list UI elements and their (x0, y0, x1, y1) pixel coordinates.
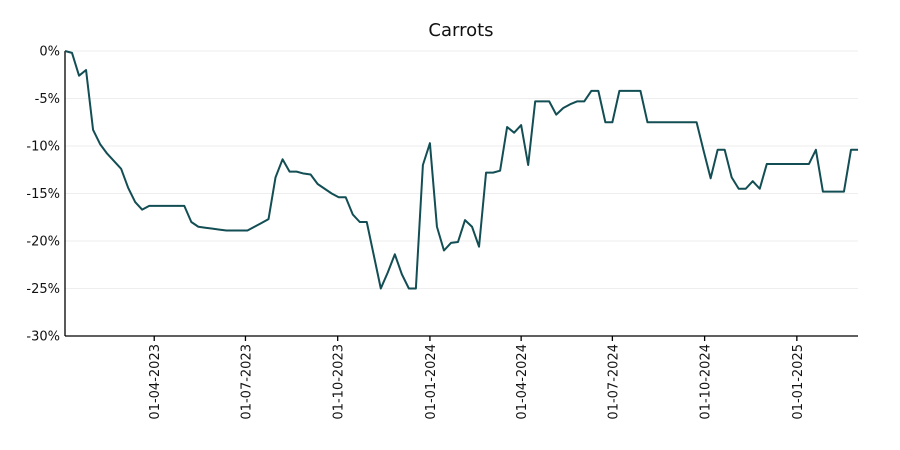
chart-title: Carrots (428, 20, 493, 41)
y-tick-label: -15% (26, 187, 60, 202)
gridlines (65, 50, 858, 289)
x-tick-label: 01-04-2023 (148, 344, 163, 420)
x-tick-label: 01-10-2023 (332, 344, 347, 420)
y-tick-label: -30% (26, 330, 60, 345)
y-tick-label: -5% (35, 92, 60, 107)
y-tick-label: 0% (39, 45, 60, 60)
x-tick-label: 01-10-2024 (699, 344, 714, 420)
x-axis: 01-04-2023 01-07-2023 01-10-2023 01-01-2024… (65, 335, 858, 420)
y-axis: 0% -5% -10% -15% -20% -25% -30% (26, 45, 66, 345)
x-tick-label: 01-07-2023 (239, 344, 254, 420)
series-group (64, 50, 858, 290)
series-line (64, 50, 858, 290)
x-tick-label: 01-01-2024 (424, 344, 439, 420)
x-tick-label: 01-07-2024 (606, 344, 621, 420)
x-tick-label: 01-01-2025 (791, 344, 806, 420)
y-tick-label: -25% (26, 282, 60, 297)
y-tick-label: -20% (26, 235, 60, 250)
x-tick-label: 01-04-2024 (515, 344, 530, 420)
y-tick-label: -10% (26, 140, 60, 155)
